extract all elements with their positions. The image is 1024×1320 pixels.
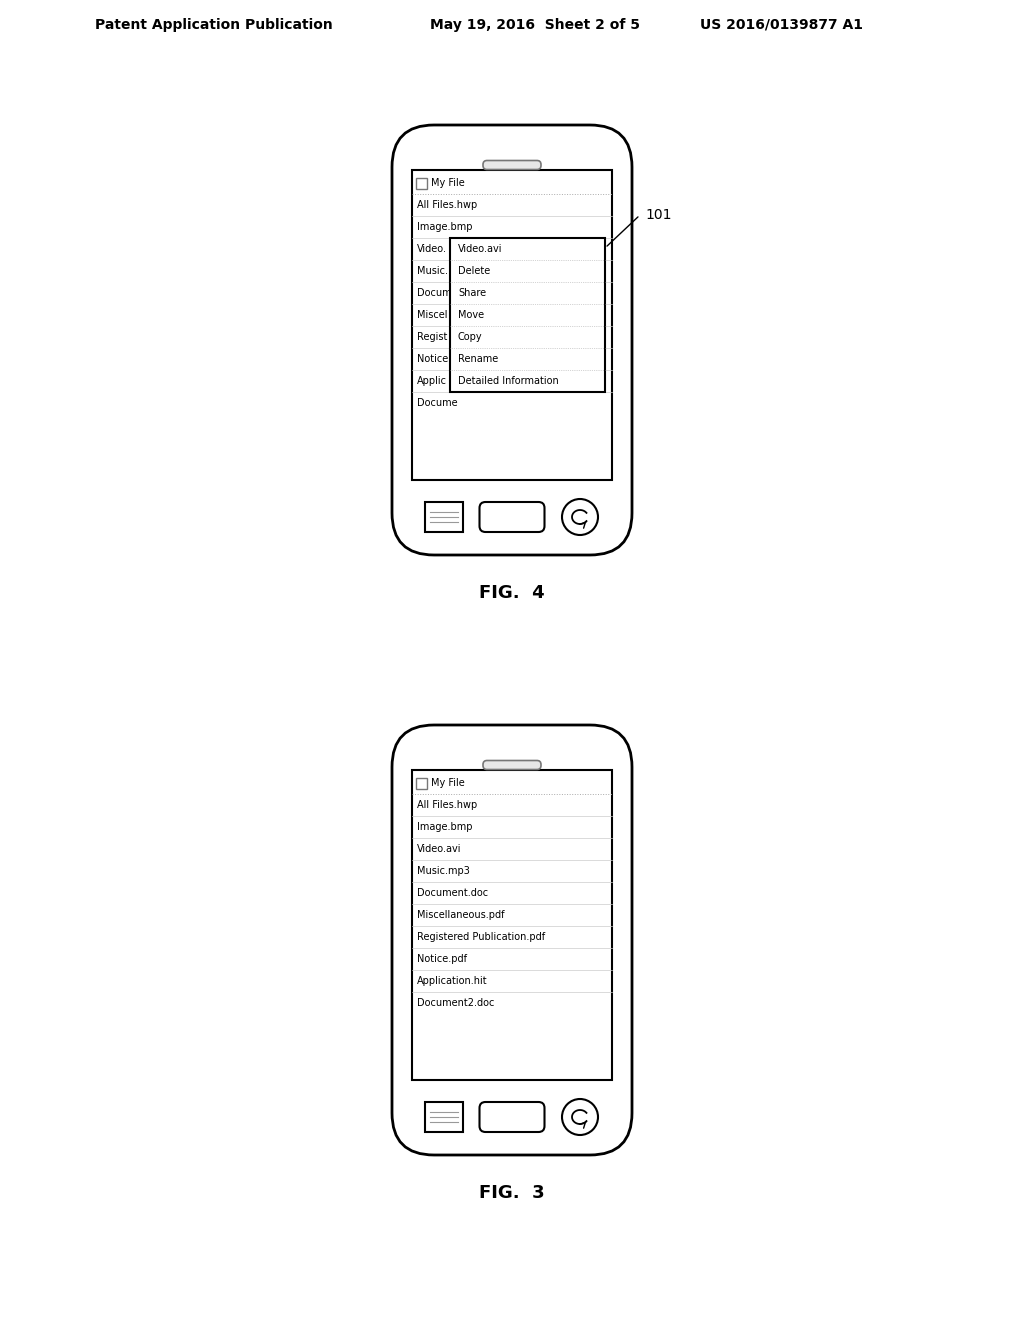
Text: Document.doc: Document.doc xyxy=(417,888,488,898)
Bar xyxy=(416,178,427,189)
Text: Document2.doc: Document2.doc xyxy=(417,998,495,1008)
Text: Video.avi: Video.avi xyxy=(458,244,503,253)
Text: Docume: Docume xyxy=(417,399,458,408)
Text: Video.: Video. xyxy=(417,244,447,253)
Text: Applic: Applic xyxy=(417,376,447,385)
Text: FIG.  3: FIG. 3 xyxy=(479,1184,545,1203)
Bar xyxy=(416,777,427,789)
Text: All Files.hwp: All Files.hwp xyxy=(417,201,477,210)
Text: My File: My File xyxy=(431,777,465,788)
Text: US 2016/0139877 A1: US 2016/0139877 A1 xyxy=(700,18,863,32)
Text: FIG.  4: FIG. 4 xyxy=(479,583,545,602)
Text: Miscellaneous.pdf: Miscellaneous.pdf xyxy=(417,909,505,920)
Text: May 19, 2016  Sheet 2 of 5: May 19, 2016 Sheet 2 of 5 xyxy=(430,18,640,32)
Text: 101: 101 xyxy=(645,209,672,222)
Text: Patent Application Publication: Patent Application Publication xyxy=(95,18,333,32)
Bar xyxy=(425,1102,463,1133)
Text: Docume: Docume xyxy=(417,288,458,298)
Circle shape xyxy=(562,1100,598,1135)
Text: Rename: Rename xyxy=(458,354,499,364)
FancyBboxPatch shape xyxy=(479,1102,545,1133)
FancyBboxPatch shape xyxy=(483,161,541,169)
Text: Regist: Regist xyxy=(417,333,447,342)
Text: Share: Share xyxy=(458,288,486,298)
FancyBboxPatch shape xyxy=(392,725,632,1155)
Text: Video.avi: Video.avi xyxy=(417,843,462,854)
Text: Registered Publication.pdf: Registered Publication.pdf xyxy=(417,932,545,942)
Text: My File: My File xyxy=(431,178,465,187)
Text: Image.bmp: Image.bmp xyxy=(417,822,472,832)
Bar xyxy=(425,502,463,532)
Text: Music.mp3: Music.mp3 xyxy=(417,866,470,876)
Text: Copy: Copy xyxy=(458,333,482,342)
Text: Delete: Delete xyxy=(458,267,490,276)
Bar xyxy=(450,238,605,392)
Text: Notice.pdf: Notice.pdf xyxy=(417,954,467,964)
FancyBboxPatch shape xyxy=(483,760,541,770)
Bar xyxy=(412,170,612,480)
Text: Notice: Notice xyxy=(417,354,449,364)
FancyBboxPatch shape xyxy=(479,502,545,532)
Text: Image.bmp: Image.bmp xyxy=(417,222,472,232)
FancyBboxPatch shape xyxy=(392,125,632,554)
Circle shape xyxy=(562,499,598,535)
Text: Move: Move xyxy=(458,310,484,319)
Text: Application.hit: Application.hit xyxy=(417,975,487,986)
Text: Music.: Music. xyxy=(417,267,449,276)
Text: Miscel: Miscel xyxy=(417,310,447,319)
Text: All Files.hwp: All Files.hwp xyxy=(417,800,477,810)
Bar xyxy=(412,770,612,1080)
Text: Detailed Information: Detailed Information xyxy=(458,376,559,385)
